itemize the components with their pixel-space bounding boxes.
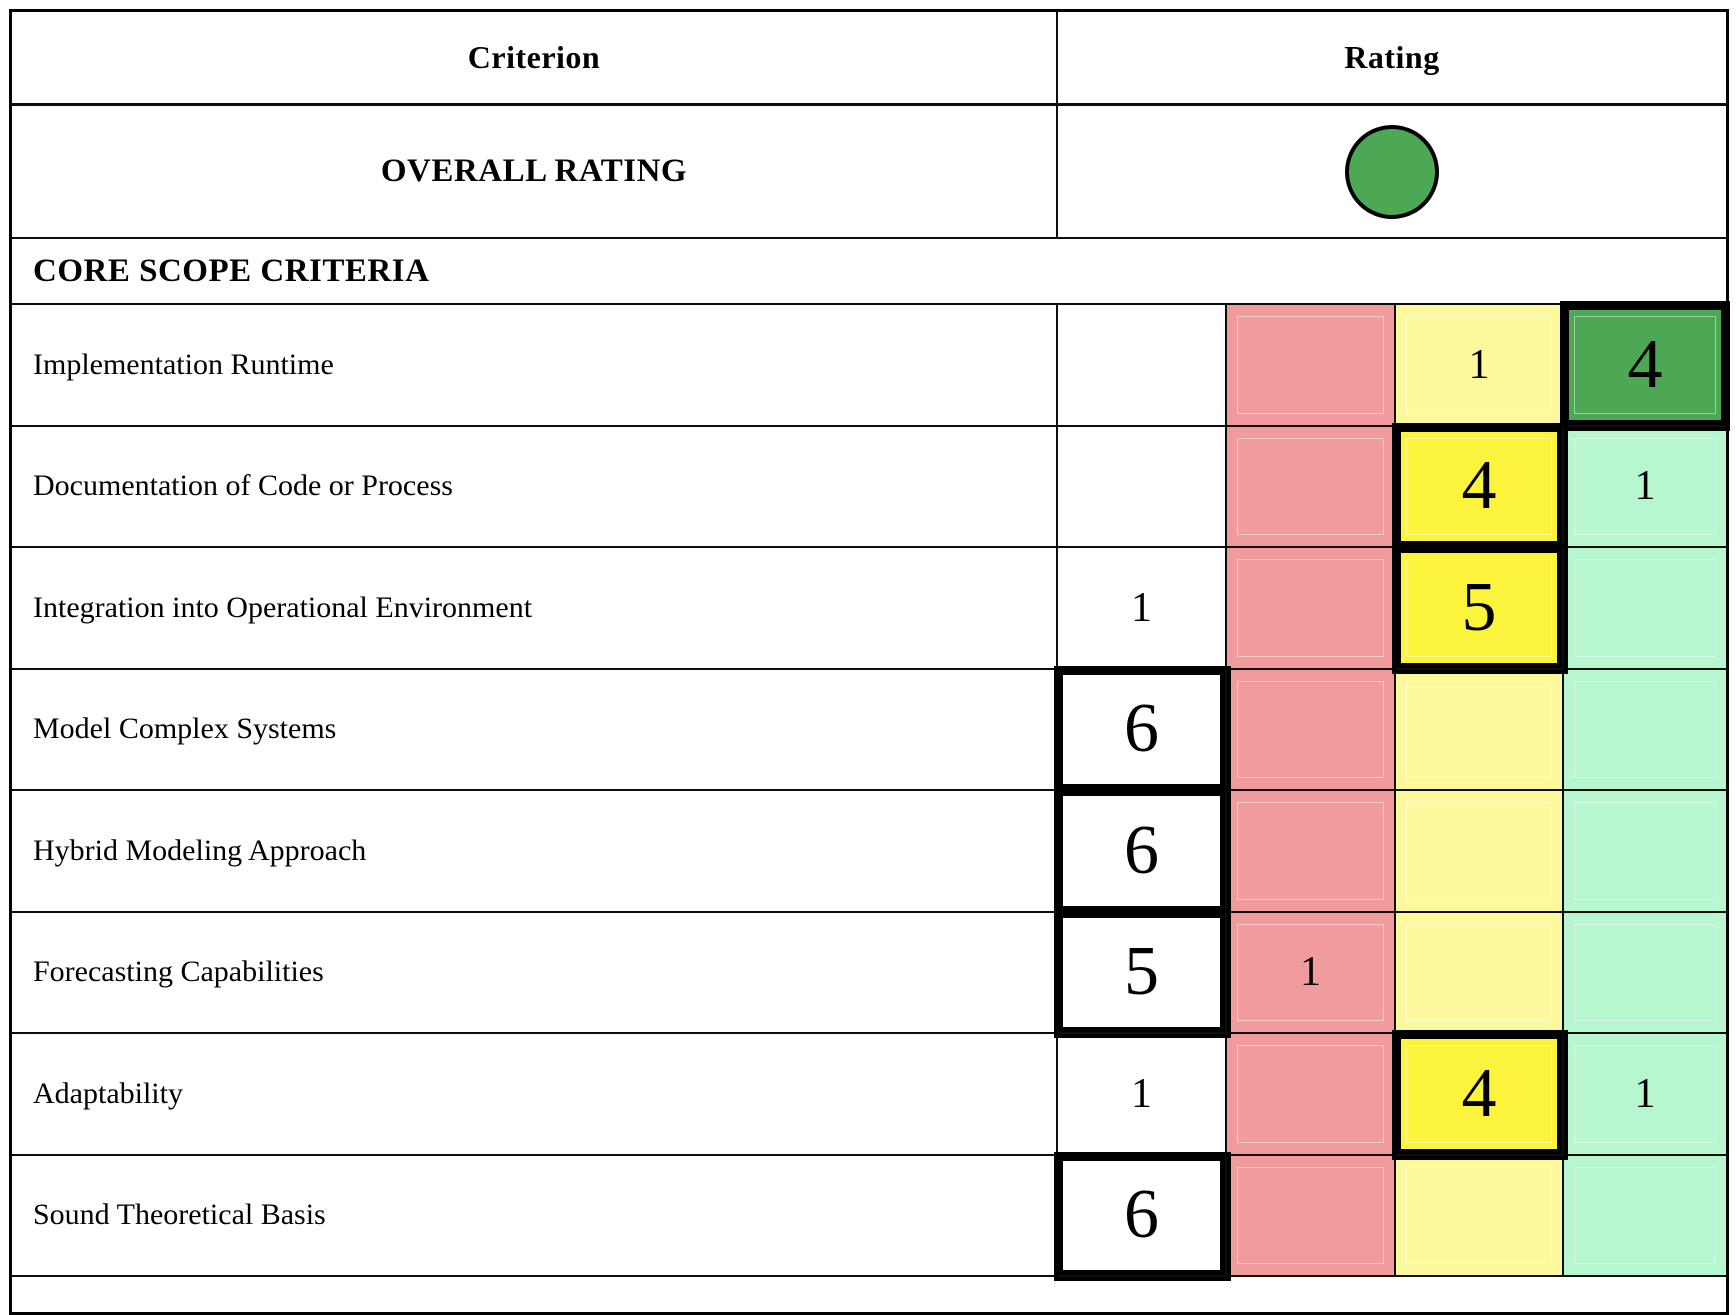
rating-cell-white-highlighted: 6	[1058, 1155, 1227, 1277]
overall-rating-green-circle-icon	[1345, 124, 1439, 219]
rating-cell-white	[1058, 426, 1227, 548]
rating-cell-green	[1564, 791, 1726, 913]
rating-cell-yellow-highlighted: 4	[1396, 426, 1564, 548]
rating-table: Criterion Rating OVERALL RATING CORE SCO…	[9, 9, 1729, 1315]
partial-row-cell	[12, 1277, 1726, 1312]
rating-cell-red	[1227, 1034, 1396, 1156]
rating-cell-white: 1	[1058, 1034, 1227, 1156]
rating-cell-red	[1227, 305, 1396, 427]
criterion-label: Implementation Runtime	[12, 305, 1058, 427]
rating-cell-white	[1058, 305, 1227, 427]
overall-rating-label: OVERALL RATING	[12, 106, 1058, 239]
criterion-label: Forecasting Capabilities	[12, 912, 1058, 1034]
rating-cell-yellow	[1396, 1155, 1564, 1277]
overall-rating-cell	[1058, 106, 1726, 239]
criterion-label: Hybrid Modeling Approach	[12, 791, 1058, 913]
rating-cell-white-highlighted: 5	[1058, 912, 1227, 1034]
column-header-rating: Rating	[1058, 12, 1726, 106]
criterion-label: Integration into Operational Environment	[12, 548, 1058, 670]
rating-cell-yellow	[1396, 791, 1564, 913]
rating-cell-white-highlighted: 6	[1058, 669, 1227, 791]
rating-cell-yellow-highlighted: 4	[1396, 1034, 1564, 1156]
criterion-label: Model Complex Systems	[12, 669, 1058, 791]
rating-cell-green: 1	[1564, 426, 1726, 548]
rating-cell-yellow	[1396, 912, 1564, 1034]
column-header-criterion: Criterion	[12, 12, 1058, 106]
rating-cell-green	[1564, 669, 1726, 791]
rating-cell-green	[1564, 548, 1726, 670]
rating-cell-red	[1227, 791, 1396, 913]
rating-cell-red: 1	[1227, 912, 1396, 1034]
rating-cell-white-highlighted: 6	[1058, 791, 1227, 913]
rating-cell-red	[1227, 426, 1396, 548]
rating-cell-green: 1	[1564, 1034, 1726, 1156]
rating-cell-green	[1564, 1155, 1726, 1277]
rating-cell-red	[1227, 548, 1396, 670]
rating-cell-yellow-highlighted: 5	[1396, 548, 1564, 670]
rating-cell-red	[1227, 669, 1396, 791]
rating-cell-white: 1	[1058, 548, 1227, 670]
rating-cell-green-highlighted: 4	[1564, 305, 1726, 427]
criterion-label: Sound Theoretical Basis	[12, 1155, 1058, 1277]
criterion-label: Adaptability	[12, 1034, 1058, 1156]
rating-cell-yellow: 1	[1396, 305, 1564, 427]
section-header-core-scope-criteria: CORE SCOPE CRITERIA	[12, 239, 1726, 305]
rating-cell-red	[1227, 1155, 1396, 1277]
criterion-label: Documentation of Code or Process	[12, 426, 1058, 548]
rating-cell-yellow	[1396, 669, 1564, 791]
rating-cell-green	[1564, 912, 1726, 1034]
